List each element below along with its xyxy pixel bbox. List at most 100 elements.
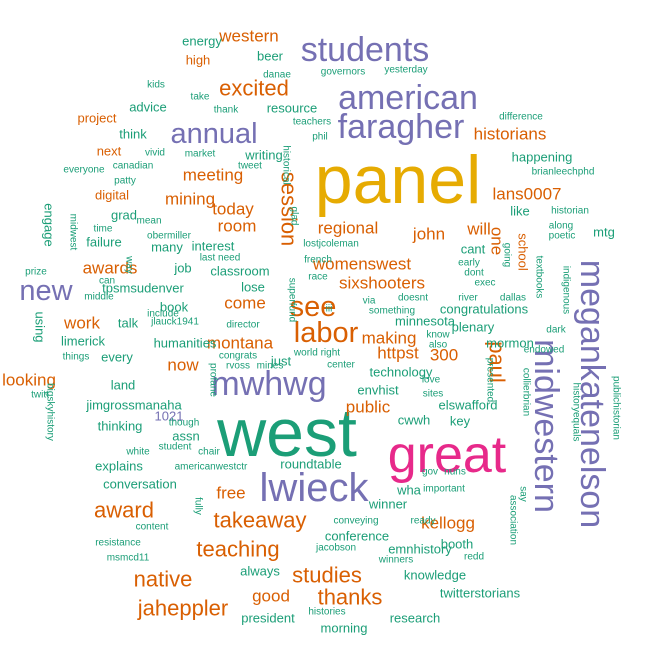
- word-panel: panel: [315, 142, 481, 218]
- word-elswafford: elswafford: [438, 398, 497, 413]
- word-tweet: tweet: [238, 161, 262, 172]
- word-president: president: [241, 611, 295, 626]
- word-conference: conference: [325, 529, 389, 544]
- word-way: way: [124, 255, 135, 274]
- word-session: session: [277, 172, 302, 247]
- word-labor: labor: [294, 317, 359, 349]
- word-award: award: [94, 498, 154, 523]
- word-rvoss: rvoss: [226, 361, 250, 372]
- word-next: next: [97, 144, 122, 159]
- word-collierbrian: collierbrian: [521, 368, 532, 416]
- word-winner: winner: [368, 497, 408, 512]
- word-using: using: [33, 311, 48, 342]
- word-explains: explains: [95, 459, 143, 474]
- word-great: great: [388, 426, 507, 484]
- word-looking: looking: [2, 371, 56, 390]
- word-something: something: [369, 306, 415, 317]
- word-love: love: [422, 375, 441, 386]
- word-director: director: [226, 320, 260, 331]
- word-cant: cant: [461, 242, 486, 257]
- word-river: river: [458, 293, 478, 304]
- word-every: every: [101, 350, 133, 365]
- word-time: time: [94, 224, 113, 235]
- word-west: west: [216, 395, 357, 471]
- word-dark: dark: [546, 325, 566, 336]
- word-lans0007: lans0007: [492, 185, 561, 204]
- word-land: land: [111, 378, 136, 393]
- word-lose: lose: [241, 280, 265, 295]
- word-congratulations: congratulations: [440, 302, 529, 317]
- word-histories: histories: [308, 607, 345, 618]
- word-sixshooters: sixshooters: [339, 274, 425, 293]
- word-market: market: [185, 149, 216, 160]
- word-can: can: [99, 276, 115, 287]
- word-book: book: [160, 300, 189, 315]
- word-teaching: teaching: [196, 537, 279, 562]
- word-new: new: [19, 275, 73, 307]
- word-world-right: world right: [293, 348, 340, 359]
- word-writing: writing: [244, 148, 283, 163]
- word-mines: mines: [257, 361, 284, 372]
- word-high: high: [186, 53, 211, 68]
- word-french: french: [304, 255, 332, 266]
- word-envhist: envhist: [357, 383, 399, 398]
- word-everyone: everyone: [63, 165, 105, 176]
- word-studies: studies: [292, 563, 362, 588]
- word-take: take: [191, 92, 210, 103]
- word-beer: beer: [257, 49, 284, 64]
- word-doesnt: doesnt: [398, 293, 428, 304]
- word-center: center: [327, 360, 355, 371]
- word-limerick: limerick: [61, 334, 106, 349]
- word-httpst: httpst: [377, 344, 419, 363]
- word-endowed: endowed: [524, 345, 565, 356]
- word-advice: advice: [129, 100, 167, 115]
- word-mtg: mtg: [593, 225, 615, 240]
- word-humanities: humanities: [154, 336, 217, 351]
- word-school: school: [516, 233, 531, 271]
- word-research: research: [390, 611, 441, 626]
- word-poetic: poetic: [549, 231, 576, 242]
- word-conversation: conversation: [103, 477, 177, 492]
- word-american: american: [338, 79, 478, 117]
- word-assn: assn: [172, 429, 199, 444]
- word-meeting: meeting: [183, 166, 243, 185]
- word-historical: historical: [281, 145, 292, 184]
- word-free: free: [216, 484, 245, 503]
- word-happening: happening: [512, 150, 573, 165]
- word-engage: engage: [42, 203, 57, 246]
- word-historian: historian: [551, 206, 589, 217]
- word-grad: grad: [111, 208, 137, 223]
- word-sites: sites: [423, 389, 444, 400]
- word-interest: interest: [192, 239, 235, 254]
- word-making: making: [362, 329, 417, 348]
- word-minnesota: minnesota: [395, 314, 456, 329]
- word-midwestern: midwestern: [527, 339, 565, 513]
- word-indigenous: indigenous: [561, 266, 572, 314]
- word-womenswest: womenswest: [312, 255, 412, 274]
- word-many: many: [151, 240, 183, 255]
- word-mormon: mormon: [486, 336, 534, 351]
- word-failure: failure: [86, 235, 121, 250]
- word-twitterstorians: twitterstorians: [440, 586, 521, 601]
- word-early: early: [458, 258, 480, 269]
- word-chair: chair: [198, 447, 220, 458]
- word-just: just: [270, 354, 292, 369]
- word-paul: paul: [485, 341, 510, 383]
- word-room: room: [218, 217, 257, 236]
- word-emnhistory: emnhistory: [388, 542, 452, 557]
- word-superfund: superfund: [287, 278, 298, 322]
- word-obermiller: obermiller: [147, 231, 192, 242]
- word-regional: regional: [318, 219, 379, 238]
- word-thanks: thanks: [318, 585, 383, 610]
- word-jacobson: jacobson: [315, 543, 356, 554]
- word-historians: historians: [474, 125, 547, 144]
- word-americanwestctr: americanwestctr: [175, 462, 248, 473]
- word-content: content: [136, 522, 169, 533]
- word-cwwh: cwwh: [398, 413, 431, 428]
- word-mining: mining: [165, 190, 215, 209]
- word-energy: energy: [182, 34, 222, 49]
- word-job: job: [173, 261, 191, 276]
- word-dont: dont: [464, 268, 484, 279]
- word-race: race: [308, 272, 328, 283]
